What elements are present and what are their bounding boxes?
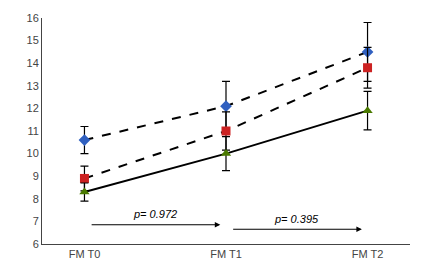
svg-text:p= 0.395: p= 0.395 — [274, 213, 319, 225]
svg-text:12: 12 — [27, 102, 39, 114]
svg-text:8: 8 — [33, 193, 39, 205]
svg-text:10: 10 — [27, 147, 39, 159]
svg-text:7: 7 — [33, 215, 39, 227]
svg-text:9: 9 — [33, 170, 39, 182]
svg-text:6: 6 — [33, 238, 39, 250]
svg-text:FM T1: FM T1 — [210, 248, 242, 260]
svg-text:16: 16 — [27, 12, 39, 24]
svg-text:p= 0.972: p= 0.972 — [133, 208, 177, 220]
svg-text:FM T0: FM T0 — [69, 248, 101, 260]
svg-text:15: 15 — [27, 34, 39, 46]
svg-text:14: 14 — [27, 57, 39, 69]
svg-text:FM T2: FM T2 — [352, 248, 384, 260]
svg-text:11: 11 — [27, 125, 38, 137]
svg-text:13: 13 — [27, 80, 39, 92]
